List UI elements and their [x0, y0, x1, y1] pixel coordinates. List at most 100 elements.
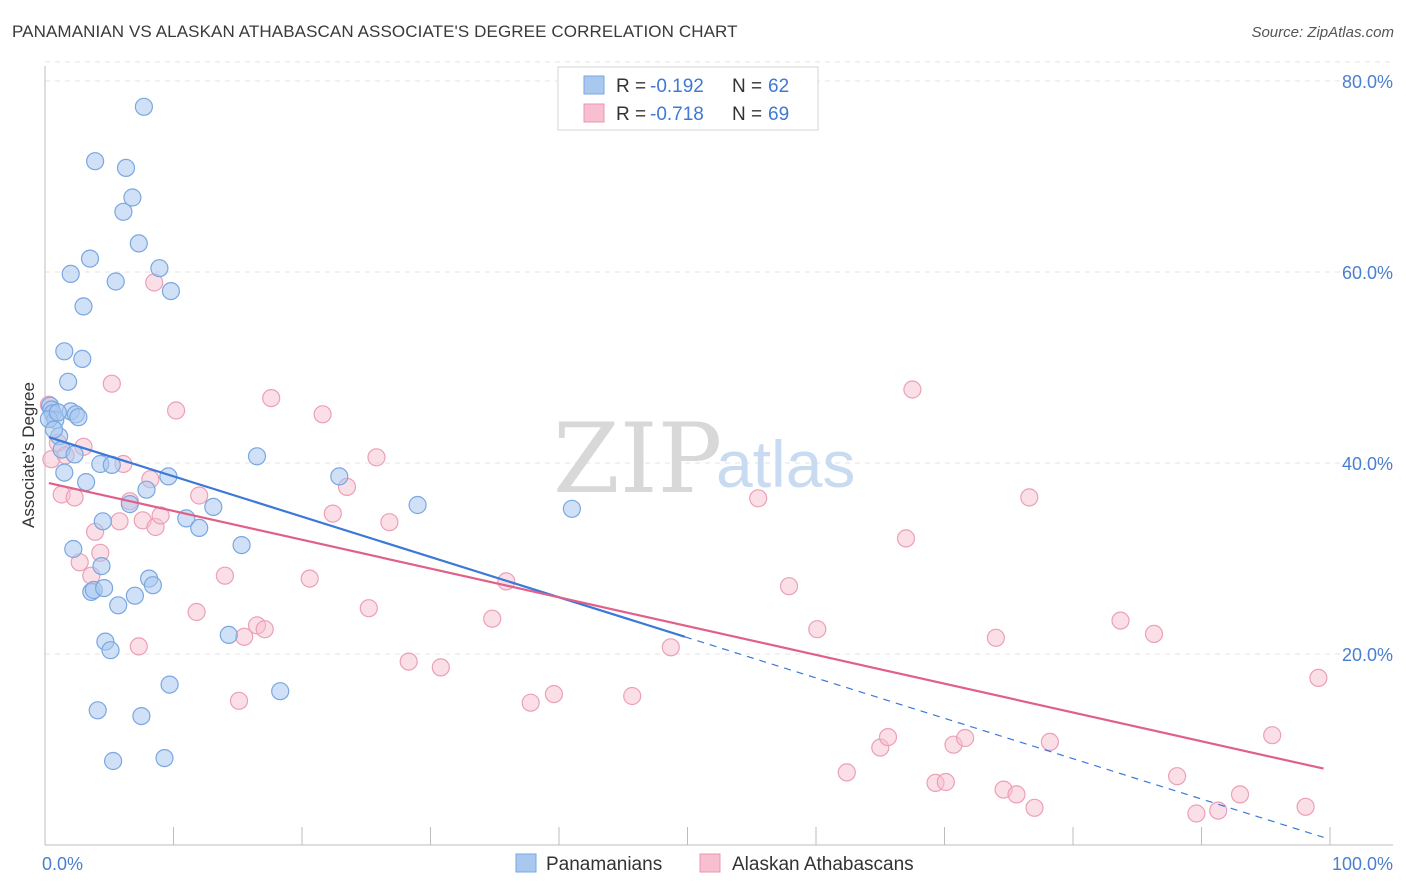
athabascan-point-70	[1296, 797, 1315, 816]
athabascan-point-42	[544, 684, 564, 704]
panamanian-point-28	[101, 641, 120, 660]
panamanian-point-47	[160, 675, 179, 694]
watermark: ZIP atlas	[553, 403, 855, 515]
panamanian-point-43	[143, 576, 162, 595]
panamanian-point-6	[55, 463, 74, 482]
y-tick-label-40: 40.0%	[1342, 454, 1393, 474]
athabascan-point-57	[986, 628, 1006, 647]
panamanian-point-55	[271, 682, 290, 701]
athabascan-point-48	[837, 763, 856, 782]
athabascan-point-15	[129, 637, 148, 656]
panamanian-point-58	[562, 499, 582, 518]
y-axis-title: Associate's Degree	[19, 382, 38, 528]
athabascan-point-64	[1144, 624, 1164, 644]
x-tick-label-min: 0.0%	[42, 854, 83, 874]
athabascan-point-43	[623, 686, 642, 706]
athabascan-point-66	[1187, 804, 1206, 823]
athabascan-point-41	[521, 693, 540, 712]
athabascan-point-25	[229, 691, 249, 710]
panamanian-point-48	[161, 282, 180, 301]
panamanian-point-38	[129, 234, 148, 253]
athabascan-point-69	[1263, 726, 1282, 745]
series-legend: Panamanians Alaskan Athabascans	[515, 853, 914, 875]
panamanian-trend-line	[48, 436, 686, 638]
athabascan-trend-line	[48, 481, 1324, 770]
correlation-legend: R = -0.192 N = 62 R = -0.718 N = 69	[557, 66, 819, 131]
panamanian-point-53	[232, 535, 251, 555]
legend-n-value-1: 62	[768, 76, 789, 97]
panamanian-point-19	[64, 539, 83, 559]
x-tick-labels: 0.0% 100.0%	[42, 854, 1393, 874]
athabascan-point-21	[167, 401, 186, 420]
panamanian-point-33	[114, 202, 133, 221]
y-tick-label-80: 80.0%	[1342, 72, 1393, 92]
legend-swatch-panamanians	[583, 75, 605, 95]
y-tick-label-60: 60.0%	[1342, 263, 1393, 283]
legend-r-value-2: -0.718	[650, 104, 704, 125]
panamanian-trend-extension	[684, 636, 1324, 838]
athabascan-point-36	[380, 513, 399, 532]
panamanian-point-20	[61, 264, 80, 283]
panamanian-point-36	[123, 188, 142, 207]
trend-lines	[48, 436, 1324, 838]
panamanian-point-9	[55, 342, 74, 361]
panamanian-point-44	[150, 259, 169, 278]
panamanian-point-32	[109, 596, 128, 615]
panamanian-point-50	[190, 518, 209, 538]
athabascan-point-50	[878, 727, 898, 747]
watermark-zip: ZIP	[553, 403, 722, 515]
panamanian-point-24	[92, 556, 111, 576]
panamanian-point-31	[106, 272, 125, 291]
panamanian-point-56	[330, 467, 349, 486]
athabascan-point-22	[187, 602, 206, 622]
athabascan-point-32	[323, 504, 342, 523]
athabascan-point-45	[749, 489, 768, 508]
athabascan-point-60	[1020, 488, 1039, 507]
panamanian-point-21	[85, 152, 105, 171]
panamanian-point-13	[73, 349, 92, 368]
athabascan-point-68	[1230, 785, 1250, 804]
athabascan-point-61	[1025, 798, 1044, 817]
athabascan-point-59	[1007, 785, 1026, 804]
athabascan-point-56	[955, 728, 975, 748]
legend-r-label-2: R =	[616, 104, 646, 125]
panamanian-point-54	[247, 447, 267, 466]
panamanian-point-30	[103, 751, 123, 771]
series-legend-label-panamanians: Panamanians	[546, 854, 662, 875]
legend-n-label-2: N =	[732, 104, 762, 125]
athabascan-point-52	[903, 380, 922, 399]
athabascan-point-30	[300, 569, 319, 588]
athabascan-point-54	[936, 772, 955, 792]
panamanian-point-51	[204, 497, 223, 516]
athabascan-point-23	[190, 486, 209, 505]
series-legend-swatch-panamanians	[515, 853, 537, 873]
panamanian-point-52	[219, 625, 238, 645]
athabascan-point-63	[1111, 611, 1130, 630]
panamanian-point-15	[76, 473, 96, 492]
panamanian-point-10	[65, 445, 84, 464]
athabascan-point-46	[779, 577, 799, 596]
athabascan-point-62	[1040, 732, 1060, 752]
y-tick-label-20: 20.0%	[1342, 645, 1393, 665]
athabascan-point-47	[808, 620, 827, 639]
athabascan-point-24	[215, 566, 234, 585]
legend-swatch-alaskan-athabascans	[583, 103, 605, 123]
panamanian-point-35	[120, 495, 139, 514]
athabascan-point-71	[1309, 668, 1328, 688]
grid-lines	[45, 61, 1393, 655]
panamanian-point-45	[155, 748, 174, 768]
panamanian-point-26	[94, 578, 114, 598]
chart-source: Source: ZipAtlas.com	[1251, 24, 1394, 41]
athabascan-point-5	[65, 488, 84, 507]
x-tick-label-max: 100.0%	[1332, 854, 1393, 874]
panamanian-point-57	[408, 495, 427, 515]
panamanian-point-60	[44, 420, 64, 439]
panamanian-point-16	[80, 249, 100, 268]
athabascan-point-11	[102, 374, 121, 393]
panamanian-point-41	[137, 480, 156, 499]
panamanian-point-25	[93, 512, 112, 531]
panamanian-point-14	[74, 297, 93, 316]
panamanian-point-61	[48, 403, 68, 422]
athabascan-point-67	[1209, 801, 1228, 820]
